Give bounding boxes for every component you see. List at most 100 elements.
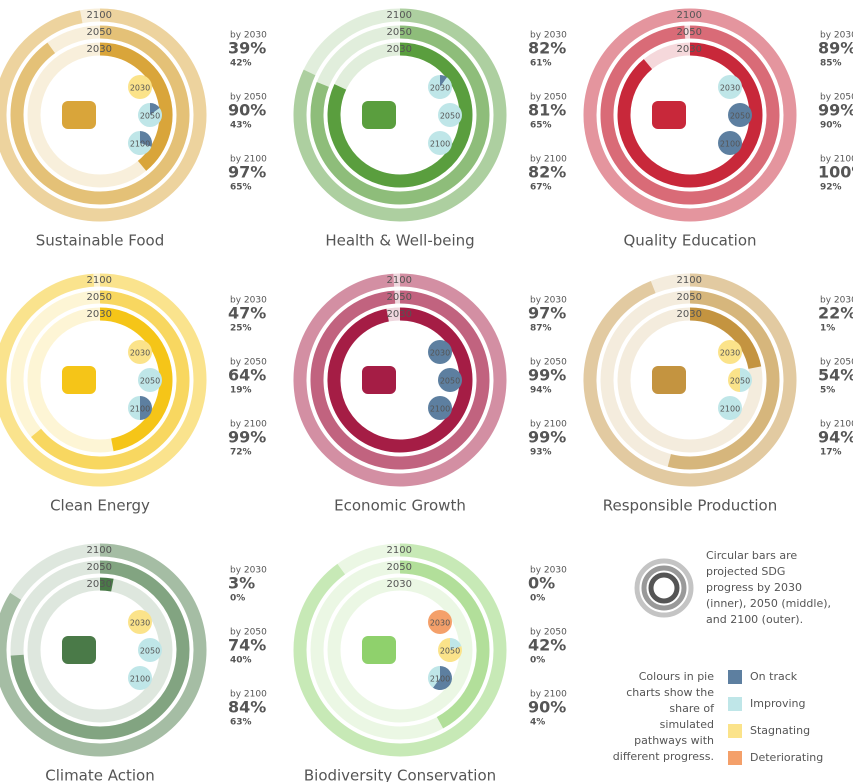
pie-label: 2030 [430, 84, 450, 93]
value-label: 82% [528, 163, 566, 182]
pie-label: 2030 [130, 84, 150, 93]
pie-label: 2100 [720, 405, 740, 414]
ring-year-label: 2100 [387, 10, 412, 21]
value-label: 39% [228, 39, 266, 58]
pie-label: 2100 [430, 675, 450, 684]
ring-bar [667, 290, 780, 470]
pie-slice [438, 368, 462, 392]
ring-bar [399, 560, 490, 729]
ring-track [0, 543, 207, 757]
ring-note: Circular bars are [706, 549, 797, 562]
alt-value-label: 94% [530, 386, 552, 396]
pie-label: 2050 [440, 112, 460, 121]
alt-value-label: 19% [230, 386, 252, 396]
ring-year-label: 2050 [387, 562, 412, 573]
pie-label: 2050 [140, 647, 160, 656]
period-label: by 2100 [230, 420, 267, 430]
ring-bar [10, 25, 190, 205]
ring-year-label: 2030 [387, 309, 412, 320]
value-label: 99% [528, 428, 566, 447]
ring-track [293, 543, 507, 757]
period-label: by 2100 [230, 690, 267, 700]
ring-year-label: 2050 [677, 27, 702, 38]
ring-note: projected SDG [706, 565, 785, 578]
pie-slice [718, 340, 742, 364]
pie-slice [140, 396, 152, 420]
ring-year-label: 2050 [87, 27, 112, 38]
icon [62, 636, 96, 664]
period-label: by 2030 [230, 31, 267, 41]
pie-slice [428, 610, 452, 634]
ring-bar [310, 290, 490, 470]
ring-bar [583, 8, 797, 222]
pie-label: 2100 [130, 140, 150, 149]
ring-year-label: 2100 [87, 545, 112, 556]
pie-slice [140, 131, 152, 147]
panel-title: Sustainable Food [36, 232, 164, 250]
ring-bar [99, 577, 114, 592]
ring-year-label: 2050 [87, 292, 112, 303]
value-label: 100% [818, 163, 853, 182]
pie-label: 2050 [140, 112, 160, 121]
ring-bar [0, 8, 207, 222]
pie-note: pathways with [634, 734, 714, 747]
legend-swatch [728, 697, 742, 711]
legend-swatch [728, 751, 742, 765]
pie-label: 2030 [130, 619, 150, 628]
panel-title: Economic Growth [334, 497, 466, 515]
pie-slice [128, 396, 140, 420]
value-label: 74% [228, 636, 266, 655]
ring-bar [0, 273, 207, 487]
legend-ring [648, 572, 680, 604]
period-label: by 2030 [230, 566, 267, 576]
period-label: by 2030 [820, 296, 853, 306]
pie-slice [440, 75, 448, 87]
period-label: by 2030 [820, 31, 853, 41]
pie-slice [718, 396, 742, 420]
period-label: by 2100 [530, 690, 567, 700]
ring-year-label: 2100 [387, 545, 412, 556]
pie-slice [428, 75, 453, 99]
alt-value-label: 43% [230, 121, 252, 131]
legend-ring [634, 558, 694, 618]
alt-value-label: 40% [230, 656, 252, 666]
pie-slice [127, 131, 152, 155]
value-label: 81% [528, 101, 566, 120]
value-label: 64% [228, 366, 266, 385]
pie-label: 2100 [130, 675, 150, 684]
ring-bar [327, 42, 473, 188]
pie-label: 2050 [440, 377, 460, 386]
period-label: by 2100 [820, 155, 853, 165]
period-label: by 2100 [530, 420, 567, 430]
value-label: 89% [818, 39, 853, 58]
pie-note: charts show the [626, 686, 714, 699]
alt-value-label: 0% [530, 656, 545, 666]
alt-value-label: 42% [230, 59, 252, 69]
ring-year-label: 2030 [87, 309, 112, 320]
ring-bar [617, 42, 763, 188]
pie-slice [427, 666, 440, 688]
pie-slice [138, 638, 162, 662]
alt-value-label: 0% [530, 594, 545, 604]
ring-bar [327, 307, 473, 453]
ring-year-label: 2030 [87, 44, 112, 55]
pie-slice [428, 131, 452, 155]
ring-track [293, 8, 507, 222]
alt-value-label: 61% [530, 59, 552, 69]
period-label: by 2030 [230, 296, 267, 306]
icon [62, 366, 96, 394]
ring-note: (inner), 2050 (middle), [706, 597, 831, 610]
ring-year-label: 2100 [677, 275, 702, 286]
ring-year-label: 2100 [87, 275, 112, 286]
icon [362, 366, 396, 394]
alt-value-label: 1% [820, 324, 835, 334]
legend-ring [641, 565, 687, 611]
ring-bar [0, 543, 207, 757]
ring-track [583, 8, 797, 222]
pie-slice [432, 666, 452, 690]
ring-year-label: 2050 [677, 292, 702, 303]
period-label: by 2050 [820, 93, 853, 103]
period-label: by 2050 [230, 628, 267, 638]
pie-slice [128, 666, 152, 690]
